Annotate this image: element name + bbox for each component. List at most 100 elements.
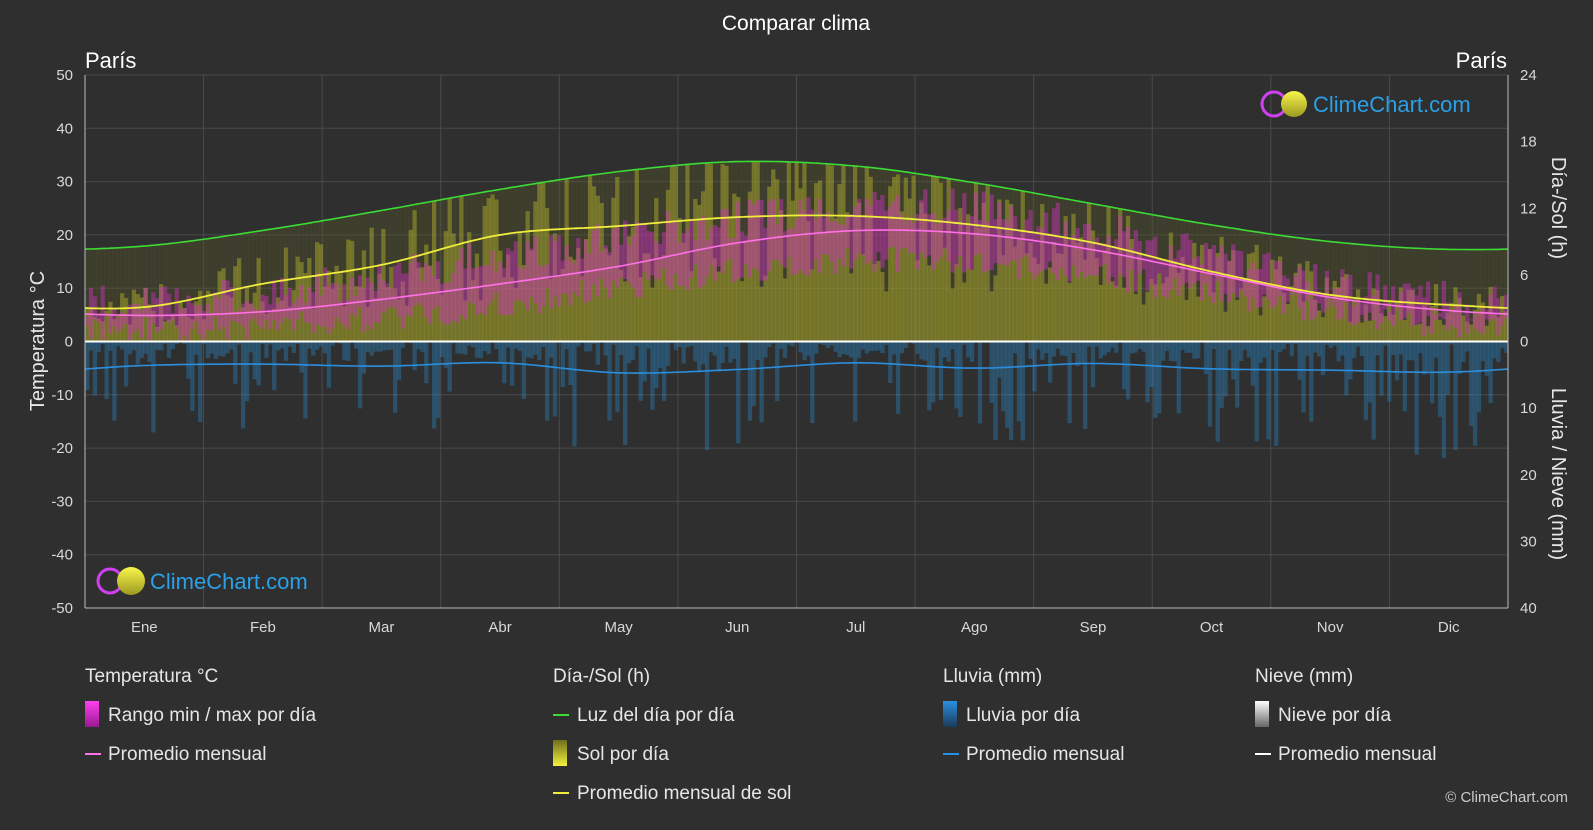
rain-bar	[436, 342, 440, 418]
sun-bar	[759, 287, 763, 342]
temp-range-bar	[1157, 259, 1161, 274]
temp-range-bar	[1407, 284, 1411, 313]
temp-range-bar	[1126, 227, 1130, 292]
temp-range-bar	[1340, 269, 1344, 318]
rain-bar	[654, 342, 658, 389]
rain-bar	[966, 342, 970, 358]
temp-range-bar	[116, 318, 120, 332]
rain-bar	[424, 342, 428, 384]
temp-range-bar	[1309, 298, 1313, 321]
temp-range-bar	[451, 273, 455, 321]
rain-bar	[1375, 342, 1379, 356]
rain-bar	[561, 342, 565, 388]
temp-range-bar	[381, 280, 385, 312]
temp-range-bar	[518, 267, 522, 300]
temp-range-bar	[1426, 281, 1430, 316]
rain-bar	[837, 342, 841, 358]
temp-range-bar	[1477, 315, 1481, 332]
rain-bar	[553, 342, 557, 417]
sun-bar	[989, 291, 993, 341]
temp-range-bar	[101, 286, 105, 340]
y-right-top-tick-label: 18	[1520, 134, 1537, 151]
rain-bar	[646, 342, 650, 349]
rain-bar	[954, 342, 958, 409]
temp-range-bar	[319, 295, 323, 326]
temp-range-bar	[498, 262, 502, 315]
rain-bar	[190, 342, 194, 411]
temp-range-bar	[713, 225, 717, 281]
rain-bar	[748, 342, 752, 421]
sun-bar	[884, 291, 888, 341]
legend-temperature: Temperatura °C Rango min / max por día P…	[85, 666, 316, 765]
temp-range-bar	[1387, 311, 1391, 320]
sun-bar	[1258, 315, 1262, 341]
rain-bar	[381, 342, 385, 351]
temp-range-bar	[311, 292, 315, 333]
temp-range-bar	[1122, 231, 1126, 277]
temp-range-bar	[1142, 256, 1146, 269]
brand-logo-bottom[interactable]: ClimeChart.com	[98, 567, 308, 595]
rain-bar	[1442, 342, 1446, 458]
rain-bar	[775, 342, 779, 402]
rain-bar	[763, 342, 767, 358]
temp-range-bar	[604, 245, 608, 287]
temp-range-bar	[401, 274, 405, 329]
temp-range-bar	[1083, 224, 1087, 278]
temp-range-bar	[233, 314, 237, 322]
rain-bar	[206, 342, 210, 358]
temp-range-bar	[814, 220, 818, 260]
temp-range-bar	[1161, 260, 1165, 296]
sun-bar	[728, 216, 732, 341]
brand-logo-top[interactable]: ClimeChart.com	[1262, 91, 1471, 117]
rain-bar	[362, 342, 366, 374]
temp-range-bar	[732, 238, 736, 283]
legend-sun-label: Sol por día	[577, 744, 669, 765]
temp-range-bar	[1255, 269, 1259, 307]
rain-bar	[1052, 342, 1056, 357]
temp-range-bar	[1025, 220, 1029, 256]
rain-bar	[518, 342, 522, 351]
temp-range-bar	[900, 215, 904, 249]
copyright[interactable]: © ClimeChart.com	[1445, 789, 1568, 806]
rain-bar	[104, 342, 108, 400]
legend-sun-avg-label: Promedio mensual de sol	[577, 783, 791, 804]
sun-bar	[775, 179, 779, 341]
rain-bar	[432, 342, 436, 429]
legend-range-label: Rango min / max por día	[108, 705, 316, 726]
temp-range-bar	[771, 199, 775, 260]
rain-bar	[1009, 342, 1013, 441]
rain-bar	[264, 342, 268, 358]
rain-bar	[806, 342, 810, 356]
temp-range-bar	[175, 288, 179, 327]
temp-range-bar	[787, 229, 791, 257]
rain-bar	[950, 342, 954, 350]
rain-bar	[1414, 342, 1418, 455]
temp-range-bar	[1414, 295, 1418, 324]
rain-bar	[896, 342, 900, 414]
sun-bar	[1021, 191, 1025, 342]
temp-range-bar	[908, 218, 912, 253]
temp-range-bar	[1044, 213, 1048, 270]
temp-range-bar	[736, 202, 740, 279]
sun-bar	[1196, 297, 1200, 342]
rain-bar	[487, 342, 491, 355]
rain-bar	[810, 342, 814, 424]
temp-range-bar	[806, 197, 810, 276]
rain-bar	[650, 342, 654, 410]
temp-range-bar	[1134, 230, 1138, 291]
temp-range-bar	[685, 229, 689, 290]
temp-range-bar	[1500, 316, 1504, 326]
temp-range-bar	[1442, 281, 1446, 319]
rain-bar	[159, 342, 163, 351]
temp-range-bar	[939, 220, 943, 258]
location-right: París	[1456, 48, 1507, 73]
temp-range-bar	[1079, 240, 1083, 272]
temp-range-bar	[1149, 240, 1153, 285]
rain-bar	[85, 342, 89, 391]
rain-bar	[1196, 342, 1200, 359]
temp-range-bar	[514, 241, 518, 300]
temp-range-bar	[1368, 272, 1372, 313]
legend-snow-label: Nieve por día	[1278, 705, 1391, 726]
temp-range-bar	[1181, 234, 1185, 285]
sun-bar	[1403, 320, 1407, 342]
